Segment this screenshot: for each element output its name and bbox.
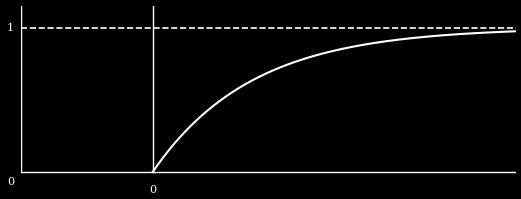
Text: 1: 1 — [7, 23, 14, 33]
Text: 0: 0 — [7, 177, 14, 187]
Text: 0: 0 — [149, 185, 156, 195]
